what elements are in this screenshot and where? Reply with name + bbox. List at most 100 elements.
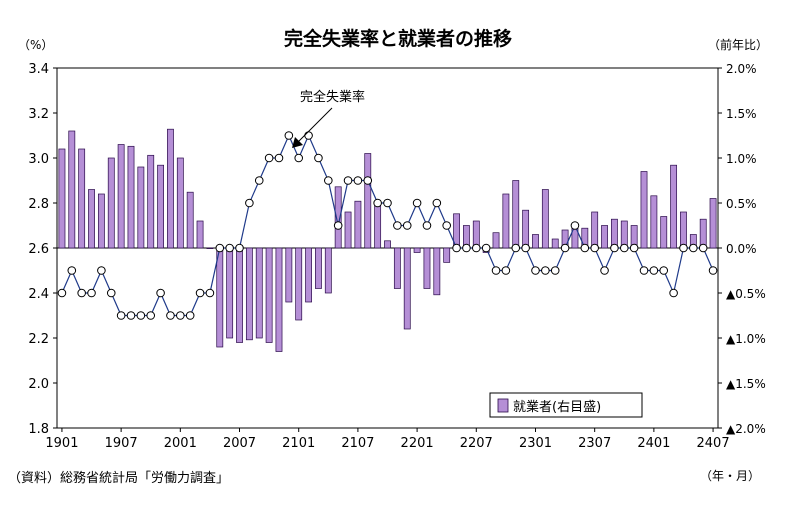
employment-bar [334, 186, 342, 249]
left-axis-tick-label: 2.2 [28, 332, 49, 347]
right-axis-tick-label: ▲2.0% [726, 422, 766, 436]
employment-bar [492, 232, 500, 249]
employment-bar [157, 164, 164, 249]
right-axis-tick-label: ▲1.0% [726, 332, 766, 346]
unemployment-point [195, 288, 205, 298]
unemployment-point [600, 266, 609, 275]
employment-bar [680, 211, 687, 249]
unemployment-point [254, 176, 264, 185]
unemployment-point [136, 311, 146, 320]
employment-bar [88, 189, 95, 249]
unemployment-point [402, 221, 412, 230]
unemployment-point [639, 266, 649, 275]
left-axis-tick-label: 2.0 [28, 377, 49, 392]
unemployment-point [462, 243, 471, 253]
unemployment-point [126, 311, 136, 320]
employment-bar [196, 220, 204, 249]
right-axis-tick-label: ▲1.5% [726, 377, 766, 391]
employment-bar [236, 247, 243, 343]
unemployment-point [669, 288, 678, 298]
unemployment-point [176, 311, 185, 320]
x-axis-tick-label: 2101 [282, 436, 315, 451]
unemployment-point [156, 288, 165, 298]
employment-bar [305, 247, 312, 303]
employment-bar [255, 247, 263, 339]
employment-bar [384, 240, 391, 249]
employment-bar [127, 145, 135, 249]
left-axis-tick-label: 2.4 [28, 287, 49, 302]
unemployment-point [698, 243, 708, 253]
unemployment-point [87, 288, 96, 298]
unemployment-point [689, 243, 698, 253]
x-axis-tick-label: 2407 [697, 436, 730, 451]
unemployment-point [57, 288, 67, 298]
x-axis-tick-label: 2107 [341, 436, 374, 451]
unemployment-point [659, 266, 669, 275]
left-axis-unit: （%） [18, 38, 53, 52]
left-axis-tick-label: 3.2 [28, 107, 49, 122]
unemployment-point [294, 153, 304, 163]
left-axis-tick-label: 3.4 [28, 62, 49, 77]
employment-bar [443, 247, 451, 263]
employment-bar [315, 247, 322, 289]
employment-bar [68, 130, 76, 249]
unemployment-point [679, 243, 688, 253]
employment-bar [423, 247, 431, 289]
employment-bar [640, 171, 648, 249]
employment-bar [137, 166, 145, 249]
employment-bar [670, 164, 678, 249]
x-axis-tick-label: 1907 [105, 436, 138, 451]
unemployment-point [67, 266, 77, 275]
legend-box [489, 392, 643, 418]
employment-bar [522, 209, 530, 249]
unemployment-point [452, 243, 461, 253]
employment-bar [107, 157, 115, 249]
legend-label: 就業者(右目盛) [513, 399, 601, 415]
unemployment-point [511, 243, 521, 253]
unemployment-point [215, 243, 225, 253]
unemployment-point [274, 153, 284, 163]
right-axis-unit: （前年比） [708, 37, 768, 52]
employment-bar [186, 191, 194, 249]
right-axis-tick-label: 0.5% [726, 197, 757, 211]
annotation: 完全失業率 [292, 89, 365, 148]
unemployment-point [708, 266, 718, 275]
employment-bar [433, 247, 441, 296]
unemployment-point [235, 243, 244, 253]
unemployment-point [649, 266, 659, 275]
unemployment-point [570, 221, 580, 230]
right-axis-tick-label: 2.0% [726, 62, 757, 76]
unemployment-point [531, 266, 540, 275]
employment-bar [206, 247, 214, 249]
chart-title: 完全失業率と就業者の推移 [284, 27, 512, 50]
unemployment-point [442, 221, 451, 230]
employment-bar [601, 225, 608, 249]
unemployment-point [521, 243, 530, 253]
left-axis-tick-label: 2.8 [28, 197, 49, 212]
employment-bar [216, 247, 224, 348]
annotation-arrow-head [292, 137, 303, 148]
employment-bar [709, 198, 717, 249]
employment-bar [58, 148, 66, 249]
employment-bar [78, 148, 86, 249]
unemployment-point [343, 176, 353, 185]
x-axis-tick-label: 2307 [578, 436, 611, 451]
unemployment-point [77, 288, 86, 298]
annotation-arrow-line [297, 107, 333, 143]
employment-bar [512, 180, 520, 249]
unemployment-point [412, 198, 422, 208]
x-axis-tick-label: 2201 [401, 436, 434, 451]
employment-bar [97, 193, 105, 249]
employment-bar [226, 247, 234, 339]
employment-bar [265, 247, 273, 343]
unemployment-point [304, 131, 313, 140]
unemployment-point [541, 266, 550, 275]
employment-bar [403, 247, 411, 330]
unemployment-point [491, 266, 501, 275]
unemployment-point [373, 198, 382, 208]
employment-bar [117, 144, 125, 249]
unemployment-point [580, 243, 590, 253]
employment-bar [413, 247, 421, 253]
unemployment-point [422, 221, 432, 230]
